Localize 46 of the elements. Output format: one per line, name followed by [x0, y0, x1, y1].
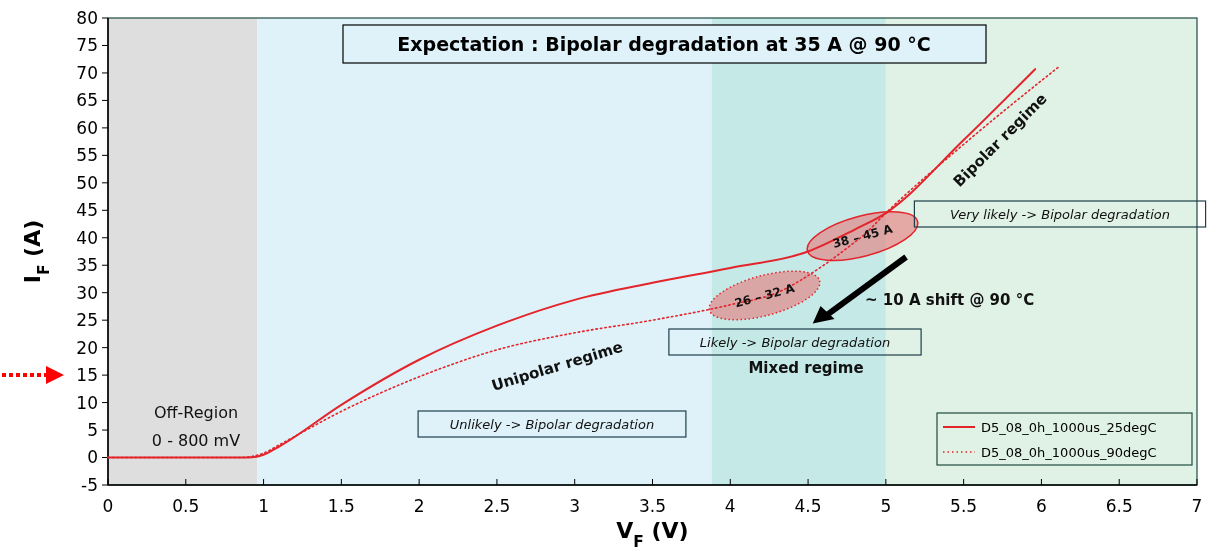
- annotation: Mixed regime: [748, 359, 864, 378]
- x-tick-label: 7: [1191, 496, 1203, 516]
- y-tick-label: 50: [76, 172, 98, 193]
- y-tick-label: 15: [76, 365, 98, 386]
- annotation: Very likely -> Bipolar degradation: [950, 206, 1170, 222]
- x-tick-label: 1: [258, 496, 269, 516]
- x-tick-label: 2.5: [483, 496, 511, 516]
- y-tick-label: 40: [76, 227, 98, 248]
- x-tick-label: 0: [102, 496, 114, 516]
- y-tick-label: 25: [76, 310, 98, 331]
- annotation: ~ 10 A shift @ 90 °C: [865, 291, 1035, 310]
- y-tick-label: 35: [76, 255, 98, 276]
- x-tick-label: 6: [1036, 496, 1047, 516]
- y-tick-label: 20: [76, 337, 98, 358]
- x-tick-label: 1.5: [327, 496, 355, 516]
- annotation: 38 – 45 A: [831, 221, 895, 251]
- x-tick-label: 5: [880, 496, 892, 516]
- x-tick-label: 6.5: [1105, 496, 1133, 516]
- y-tick-label: 5: [87, 420, 98, 441]
- y-tick-label: 30: [76, 282, 98, 303]
- x-tick-label: 0.5: [172, 496, 200, 516]
- annotation: 0 - 800 mV: [151, 430, 241, 450]
- x-axis-title: V$_{F}$ (V): [616, 518, 689, 551]
- legend-label: D5_08_0h_1000us_90degC: [981, 444, 1157, 460]
- y-tick-label: 75: [76, 35, 98, 56]
- legend-label: D5_08_0h_1000us_25degC: [981, 419, 1157, 435]
- x-tick-label: 4: [724, 496, 736, 516]
- y-tick-label: -5: [81, 474, 98, 495]
- annotation: Unlikely -> Bipolar degradation: [449, 416, 655, 432]
- x-tick-label: 3: [569, 496, 581, 516]
- x-tick-label: 5.5: [950, 496, 978, 516]
- y-tick-label: 80: [76, 7, 98, 28]
- annotation: Off-Region: [153, 402, 239, 422]
- y-tick-label: 45: [76, 200, 98, 221]
- x-tick-label: 2: [413, 496, 425, 516]
- x-tick-label: 4.5: [794, 496, 822, 516]
- y-tick-label: 55: [76, 145, 98, 166]
- x-tick-label: 3.5: [638, 496, 667, 516]
- y-tick-label: 70: [76, 62, 98, 83]
- text: Expectation : Bipolar degradation at 35 A @ 90 °C: [397, 32, 931, 55]
- y-tick-label: 65: [76, 90, 98, 111]
- y-tick-label: 0: [87, 447, 98, 468]
- y-tick-label: 10: [76, 392, 98, 413]
- y-tick-label: 60: [76, 117, 98, 138]
- annotation: 26 – 32 A: [733, 280, 797, 311]
- annotation: Likely -> Bipolar degradation: [699, 334, 891, 350]
